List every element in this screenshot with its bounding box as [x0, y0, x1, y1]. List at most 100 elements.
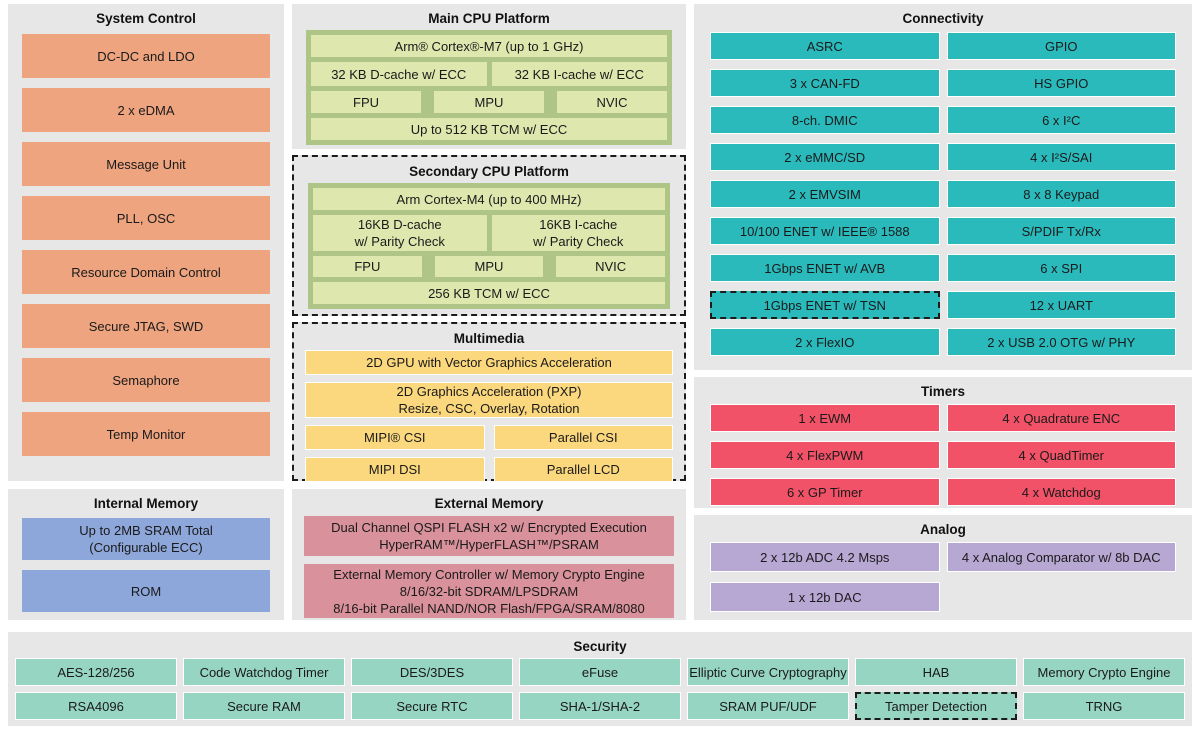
block-sram: Up to 2MB SRAM Total (Configurable ECC): [22, 518, 270, 560]
block-aes: AES-128/256: [15, 658, 177, 686]
block-hab: HAB: [855, 658, 1017, 686]
block-quadtimer: 4 x QuadTimer: [946, 441, 1176, 469]
block-can-fd: 3 x CAN-FD: [710, 69, 940, 97]
block-gp-timer: 6 x GP Timer: [710, 478, 940, 506]
block-i2c: 6 x I²C: [946, 106, 1176, 134]
block-m4-nvic: NVIC: [556, 256, 665, 277]
block-uart: 12 x UART: [946, 291, 1176, 319]
pxp-line1: 2D Graphics Acceleration (PXP): [396, 384, 582, 399]
block-mipi-dsi: MIPI DSI: [305, 457, 485, 482]
connectivity-grid: ASRC GPIO 3 x CAN-FD HS GPIO 8-ch. DMIC …: [694, 28, 1192, 356]
multimedia-stack: 2D GPU with Vector Graphics Acceleration…: [294, 348, 684, 482]
analog-grid: 2 x 12b ADC 4.2 Msps 4 x Analog Comparat…: [694, 539, 1192, 612]
block-cortex-m4: Arm Cortex-M4 (up to 400 MHz): [313, 188, 665, 210]
block-sram-puf: SRAM PUF/UDF: [687, 692, 849, 720]
block-m7-fpu: FPU: [311, 91, 421, 113]
panel-security: Security AES-128/256 Code Watchdog Timer…: [8, 632, 1192, 726]
block-message-unit: Message Unit: [22, 142, 270, 186]
analog-empty-cell: [947, 582, 1177, 612]
block-memory-crypto-engine: Memory Crypto Engine: [1023, 658, 1185, 686]
panel-secondary-cpu-platform: Secondary CPU Platform Arm Cortex-M4 (up…: [292, 155, 686, 316]
block-gpio: GPIO: [946, 32, 1176, 60]
block-emmc-sd: 2 x eMMC/SD: [710, 143, 940, 171]
block-des: DES/3DES: [351, 658, 513, 686]
block-parallel-csi: Parallel CSI: [493, 425, 673, 450]
block-sha: SHA-1/SHA-2: [519, 692, 681, 720]
panel-analog: Analog 2 x 12b ADC 4.2 Msps 4 x Analog C…: [694, 515, 1192, 620]
block-ewm: 1 x EWM: [710, 404, 940, 432]
panel-multimedia: Multimedia 2D GPU with Vector Graphics A…: [292, 322, 686, 482]
emc-line2: 8/16/32-bit SDRAM/LPSDRAM: [399, 583, 579, 599]
main-cpu-fpu-row: FPU MPU NVIC: [311, 91, 667, 113]
external-memory-stack: Dual Channel QSPI FLASH x2 w/ Encrypted …: [292, 513, 686, 618]
pxp-line2: Resize, CSC, Overlay, Rotation: [398, 401, 580, 416]
m4-dcache-line2: w/ Parity Check: [354, 234, 445, 249]
main-cpu-cache-row: 32 KB D-cache w/ ECC 32 KB I-cache w/ EC…: [311, 62, 667, 86]
block-edma: 2 x eDMA: [22, 88, 270, 132]
block-rom: ROM: [22, 570, 270, 612]
timers-grid: 1 x EWM 4 x Quadrature ENC 4 x FlexPWM 4…: [694, 401, 1192, 506]
qspi-line2: HyperRAM™/HyperFLASH™/PSRAM: [379, 537, 599, 552]
block-semaphore: Semaphore: [22, 358, 270, 402]
block-usb-otg: 2 x USB 2.0 OTG w/ PHY: [946, 328, 1176, 356]
block-parallel-lcd: Parallel LCD: [493, 457, 673, 482]
sram-line1: Up to 2MB SRAM Total: [79, 523, 213, 538]
security-title: Security: [573, 639, 627, 654]
panel-system-control: System Control DC-DC and LDO 2 x eDMA Me…: [8, 4, 284, 481]
secondary-cpu-fpu-row: FPU MPU NVIC: [313, 256, 665, 277]
main-cpu-container: Arm® Cortex®-M7 (up to 1 GHz) 32 KB D-ca…: [306, 30, 672, 145]
block-m4-dcache: 16KB D-cache w/ Parity Check: [313, 215, 487, 251]
system-control-title: System Control: [96, 11, 196, 26]
block-mipi-csi: MIPI® CSI: [305, 425, 485, 450]
block-adc: 2 x 12b ADC 4.2 Msps: [710, 542, 940, 572]
block-secure-jtag-swd: Secure JTAG, SWD: [22, 304, 270, 348]
timers-title: Timers: [920, 384, 966, 399]
block-cortex-m7: Arm® Cortex®-M7 (up to 1 GHz): [311, 35, 667, 57]
block-2d-gpu: 2D GPU with Vector Graphics Acceleration: [305, 350, 673, 375]
block-tamper-detection: Tamper Detection: [855, 692, 1017, 720]
block-spi: 6 x SPI: [946, 254, 1176, 282]
block-code-watchdog-timer: Code Watchdog Timer: [183, 658, 345, 686]
panel-main-cpu-platform: Main CPU Platform Arm® Cortex®-M7 (up to…: [292, 4, 686, 149]
block-dac: 1 x 12b DAC: [710, 582, 940, 612]
block-ecc-crypto: Elliptic Curve Cryptography: [687, 658, 849, 686]
multimedia-dsi-row: MIPI DSI Parallel LCD: [305, 457, 673, 482]
secondary-cpu-cache-row: 16KB D-cache w/ Parity Check 16KB I-cach…: [313, 215, 665, 251]
block-analog-comparator: 4 x Analog Comparator w/ 8b DAC: [946, 542, 1176, 572]
block-secure-rtc: Secure RTC: [351, 692, 513, 720]
block-rsa4096: RSA4096: [15, 692, 177, 720]
block-pxp: 2D Graphics Acceleration (PXP) Resize, C…: [305, 382, 673, 418]
internal-memory-title: Internal Memory: [93, 496, 199, 511]
block-enet-tsn: 1Gbps ENET w/ TSN: [710, 291, 940, 319]
block-trng: TRNG: [1023, 692, 1185, 720]
multimedia-title: Multimedia: [453, 331, 525, 346]
connectivity-title: Connectivity: [902, 11, 984, 26]
block-watchdog: 4 x Watchdog: [946, 478, 1176, 506]
block-m7-icache: 32 KB I-cache w/ ECC: [491, 62, 667, 86]
panel-connectivity: Connectivity ASRC GPIO 3 x CAN-FD HS GPI…: [694, 4, 1192, 370]
block-flexio: 2 x FlexIO: [710, 328, 940, 356]
block-flexpwm: 4 x FlexPWM: [710, 441, 940, 469]
main-cpu-title: Main CPU Platform: [428, 11, 550, 26]
block-dmic: 8-ch. DMIC: [710, 106, 940, 134]
m4-icache-line1: 16KB I-cache: [539, 217, 618, 232]
m4-icache-line2: w/ Parity Check: [533, 234, 624, 249]
emc-line3: 8/16-bit Parallel NAND/NOR Flash/FPGA/SR…: [333, 600, 645, 616]
block-m7-nvic: NVIC: [557, 91, 667, 113]
block-m7-tcm: Up to 512 KB TCM w/ ECC: [311, 118, 667, 140]
panel-external-memory: External Memory Dual Channel QSPI FLASH …: [292, 489, 686, 620]
security-grid: AES-128/256 Code Watchdog Timer DES/3DES…: [8, 656, 1192, 720]
block-enet-1588: 10/100 ENET w/ IEEE® 1588: [710, 217, 940, 245]
block-quadrature-enc: 4 x Quadrature ENC: [946, 404, 1176, 432]
block-asrc: ASRC: [710, 32, 940, 60]
secondary-cpu-title: Secondary CPU Platform: [409, 164, 569, 179]
qspi-line1: Dual Channel QSPI FLASH x2 w/ Encrypted …: [331, 520, 647, 535]
block-m7-dcache: 32 KB D-cache w/ ECC: [311, 62, 487, 86]
block-enet-avb: 1Gbps ENET w/ AVB: [710, 254, 940, 282]
block-secure-ram: Secure RAM: [183, 692, 345, 720]
block-hs-gpio: HS GPIO: [946, 69, 1176, 97]
analog-title: Analog: [920, 522, 966, 537]
system-control-stack: DC-DC and LDO 2 x eDMA Message Unit PLL,…: [8, 28, 284, 456]
block-temp-monitor: Temp Monitor: [22, 412, 270, 456]
m4-dcache-line1: 16KB D-cache: [357, 217, 442, 232]
